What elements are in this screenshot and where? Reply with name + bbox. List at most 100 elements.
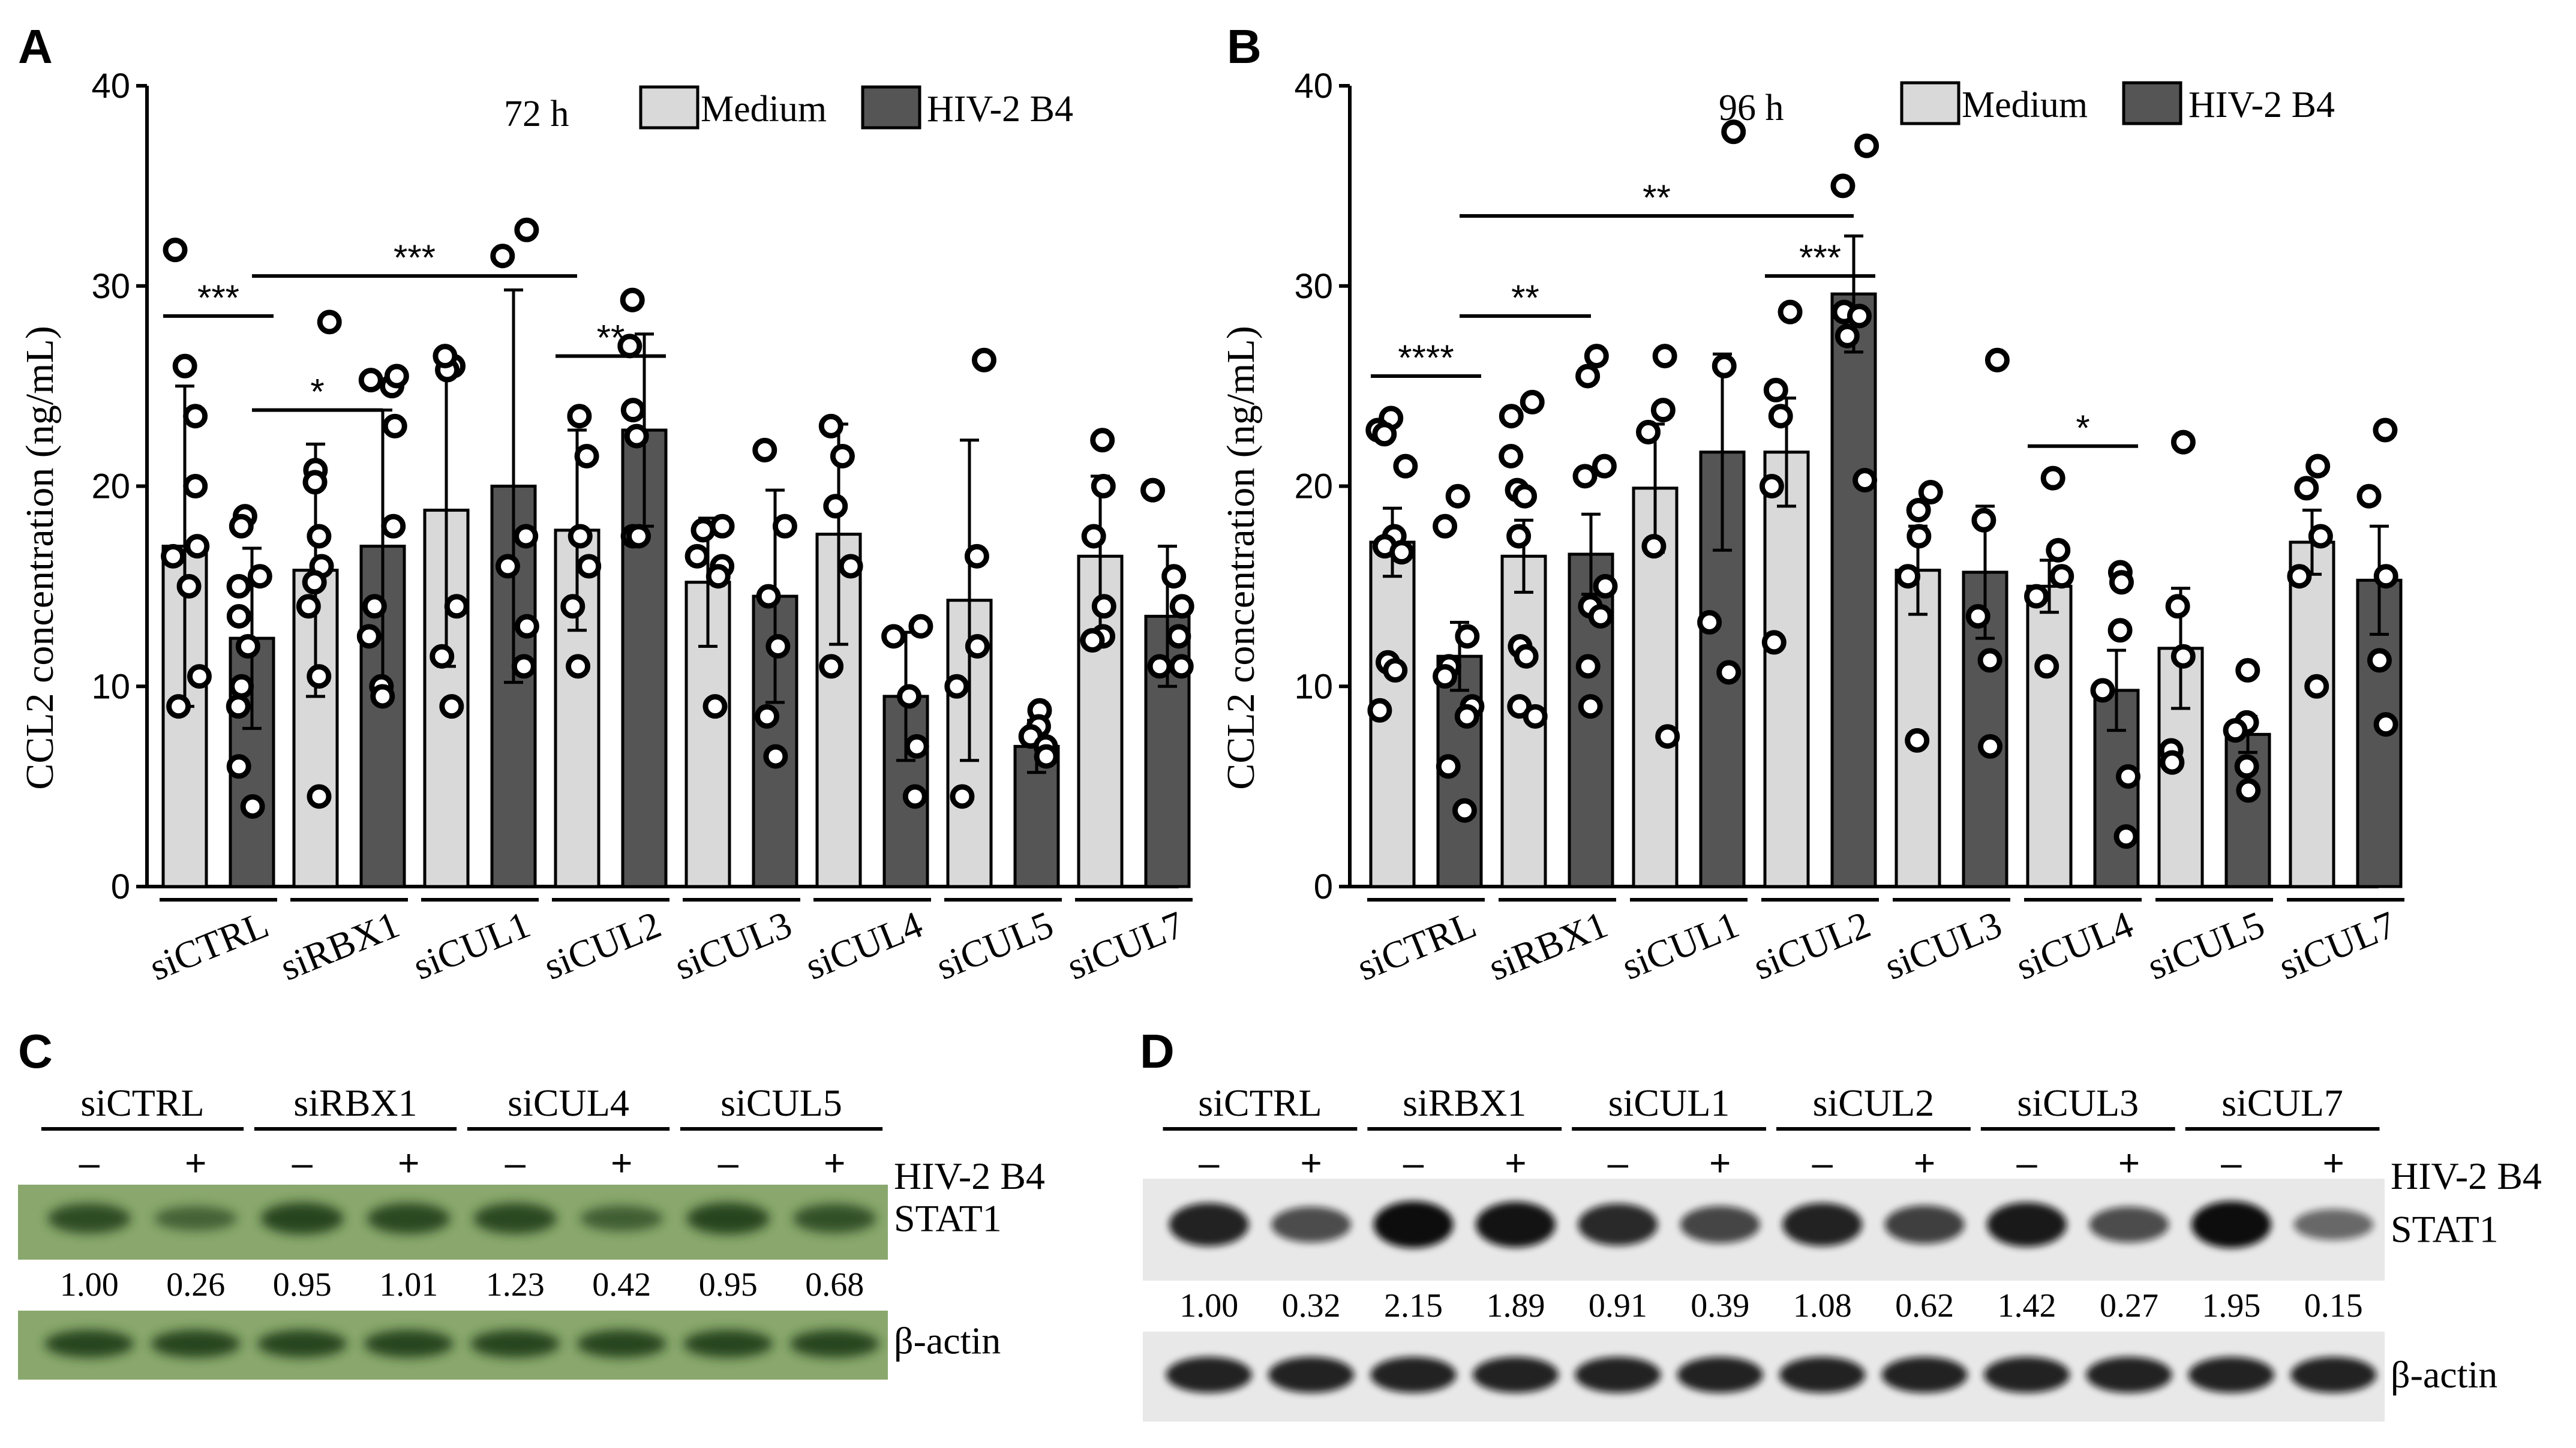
data-point [176, 573, 202, 599]
actin-band [2086, 1357, 2172, 1393]
data-point [1652, 344, 1677, 369]
actin-band [470, 1330, 560, 1358]
data-point [765, 634, 791, 659]
lane-group-label: siCUL2 [1813, 1082, 1935, 1124]
stat1-band [1373, 1201, 1454, 1248]
lane-group-label: siCTRL [80, 1082, 204, 1124]
data-point [908, 614, 933, 639]
actin-label: β-actin [894, 1319, 1001, 1362]
data-point [574, 443, 599, 468]
actin-band [1779, 1357, 1866, 1393]
data-point [2373, 712, 2398, 737]
legend-label-medium: Medium [701, 89, 827, 130]
data-point [302, 470, 328, 495]
data-point [2109, 570, 2134, 595]
data-point [307, 664, 332, 689]
data-point [567, 404, 592, 429]
lane-group-label: siCUL3 [2017, 1082, 2139, 1124]
panel-c-letter: C [18, 1025, 53, 1078]
x-category-label: siCUL4 [800, 903, 929, 988]
stat1-band [2293, 1209, 2374, 1240]
data-point [1584, 344, 1609, 369]
lane-group-label: siCTRL [1198, 1082, 1322, 1124]
actin-band [1166, 1357, 1252, 1393]
data-point [1854, 133, 1880, 158]
y-tick-label: 10 [1294, 667, 1333, 706]
data-point [2223, 718, 2248, 743]
stat1-band [2191, 1201, 2271, 1248]
data-point [1520, 389, 1545, 414]
data-point [163, 238, 188, 263]
actin-band [789, 1330, 879, 1358]
treatment-sign: + [2118, 1143, 2140, 1184]
data-point [881, 624, 906, 649]
actin-band [683, 1330, 773, 1358]
treatment-sign: + [611, 1143, 632, 1184]
data-point [1512, 483, 1538, 509]
stat1-band [473, 1203, 557, 1234]
quantification-value: 0.95 [699, 1266, 758, 1303]
data-point [1372, 422, 1397, 447]
data-point [166, 694, 191, 719]
panel-d-letter: D [1140, 1025, 1175, 1078]
data-point [1455, 624, 1480, 649]
stat1-band [367, 1203, 451, 1234]
stat1-band [47, 1203, 131, 1234]
bar-siRBX1-0 [1500, 554, 1547, 888]
data-point [1575, 654, 1601, 679]
data-point [690, 518, 716, 543]
data-point [2367, 648, 2392, 673]
treatment-sign: – [1199, 1143, 1220, 1184]
stat1-label: STAT1 [894, 1197, 1002, 1240]
panel-b-legend: Medium HIV-2 B4 [1900, 81, 2335, 125]
significance-label: ** [597, 318, 625, 358]
data-point [577, 554, 602, 579]
data-point [1636, 419, 1661, 444]
quantification-value: 1.95 [2202, 1287, 2260, 1324]
stat1-band [260, 1202, 344, 1234]
quantification-value: 0.68 [805, 1266, 864, 1303]
treatment-sign: – [2016, 1143, 2037, 1184]
actin-band [257, 1330, 347, 1358]
data-point [382, 413, 407, 438]
quantification-value: 0.26 [166, 1266, 225, 1303]
treatment-sign: + [185, 1143, 206, 1184]
actin-label: β-actin [2391, 1353, 2497, 1396]
treatment-label: HIV-2 B4 [894, 1155, 1045, 1197]
x-category-label: siCUL1 [407, 903, 536, 988]
lane-group-label: siCUL4 [508, 1082, 629, 1124]
y-tick-label: 10 [91, 667, 130, 706]
bar-siCUL7-0 [2289, 540, 2335, 888]
x-category-label: siCTRL [143, 903, 274, 989]
data-point [1712, 353, 1737, 378]
data-point [2107, 618, 2133, 643]
y-tick-label: 30 [91, 267, 130, 306]
stat1-band [580, 1206, 663, 1231]
legend-label-hiv: HIV-2 B4 [927, 89, 1073, 130]
quantification-value: 0.95 [273, 1266, 332, 1303]
data-point [302, 570, 327, 595]
significance-label: *** [197, 278, 239, 318]
x-category-label: siCUL5 [930, 903, 1059, 988]
stat1-band [1271, 1206, 1352, 1243]
data-point [490, 244, 515, 269]
y-tick-label: 20 [1294, 467, 1333, 506]
treatment-sign: – [1812, 1143, 1833, 1184]
legend-swatch-medium [1900, 81, 1960, 125]
data-point [495, 554, 520, 579]
actin-band [1983, 1357, 2070, 1393]
data-point [1721, 119, 1746, 145]
quantification-value: 0.62 [1895, 1287, 1954, 1324]
data-point [1389, 540, 1415, 565]
panel-d-blot: siCTRL siRBX1 siCUL1 siCUL2 siCUL3 siCUL7 – + – +… [1143, 1082, 2542, 1422]
data-point [1907, 524, 1932, 549]
data-point [2356, 483, 2382, 509]
data-point [1436, 754, 1461, 779]
data-point [1697, 609, 1722, 635]
data-point [818, 413, 843, 438]
y-tick-label: 0 [111, 867, 130, 906]
data-point [2234, 754, 2259, 779]
data-point [226, 694, 251, 719]
lane-group-label: siCUL1 [1608, 1082, 1730, 1124]
